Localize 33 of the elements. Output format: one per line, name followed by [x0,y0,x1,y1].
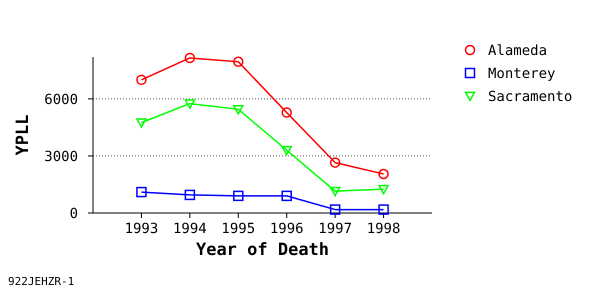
x-tick-label: 1994 [173,221,207,237]
point [330,157,340,168]
x-tick-label: 1997 [318,221,352,237]
point [136,118,147,128]
y-tick-label: 0 [70,206,78,222]
legend-label: Alameda [488,43,548,59]
legend-label: Monterey [488,66,556,82]
point [330,186,340,196]
text: 922JEHZR-1 [8,275,74,288]
x-tick-label: 1996 [270,221,304,237]
x-tick-label: 1995 [221,221,256,237]
y-tick-label: 3000 [44,148,78,165]
point [281,107,292,118]
y-tick-label: 6000 [44,92,78,108]
x-tick-label: 1998 [366,221,400,237]
x-axis-title: Year of Death [196,240,330,260]
point [378,204,389,215]
point [330,204,340,215]
y-axis-title: YPLL [13,114,33,156]
point [184,52,196,64]
point [378,168,389,180]
point [184,99,196,109]
point [378,184,389,194]
point [281,190,292,202]
point [184,190,196,200]
point [136,74,147,86]
legend-label: Sacramento [488,89,572,105]
point [136,186,147,198]
point [281,146,292,156]
point [233,190,244,202]
x-tick-label: 1993 [124,221,158,237]
point [233,56,244,68]
point [233,104,244,115]
